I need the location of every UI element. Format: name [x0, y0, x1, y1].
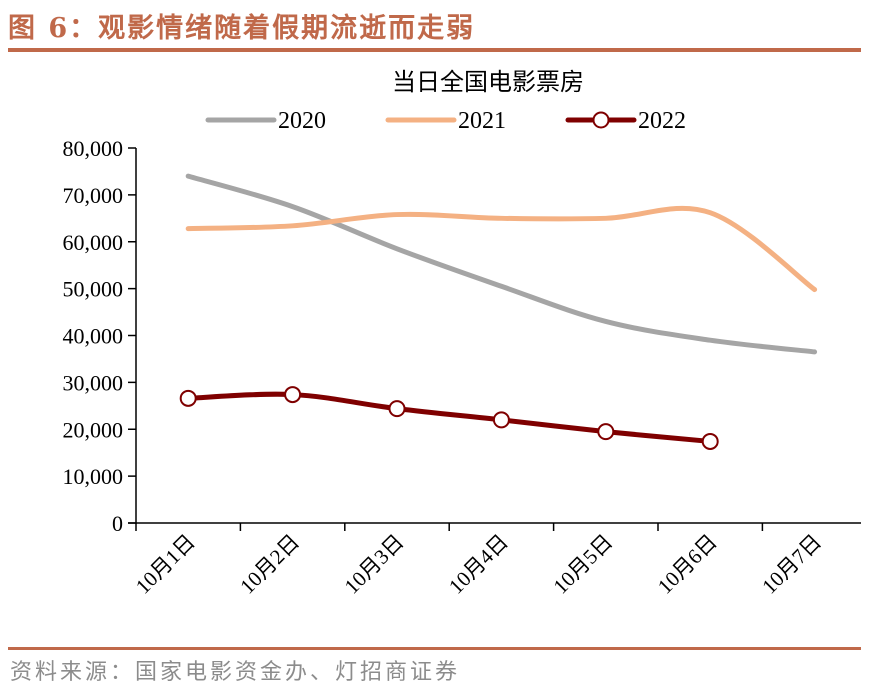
data-point-2022 — [284, 386, 302, 404]
y-tick-label: 20,000 — [63, 417, 124, 442]
series-line-2020 — [185, 173, 818, 355]
x-tick-label: 10月2日 — [235, 530, 304, 599]
series-line-2022 — [185, 391, 713, 444]
data-point-2022 — [492, 411, 510, 429]
y-tick-label: 60,000 — [63, 230, 124, 255]
source-note: 资料来源：国家电影资金办、灯招商证券 — [10, 660, 461, 685]
y-tick-label: 30,000 — [63, 370, 124, 395]
source-divider — [8, 647, 861, 650]
title-divider — [8, 48, 861, 52]
data-point-2022 — [597, 423, 615, 441]
legend-item-2020: 2020 — [205, 108, 326, 134]
legend-label-2021: 2021 — [458, 108, 506, 134]
chart-title: 当日全国电影票房 — [392, 68, 584, 96]
x-tick-label: 10月4日 — [444, 530, 513, 599]
data-point-2022 — [179, 389, 197, 407]
x-tick-label: 10月7日 — [757, 530, 826, 599]
y-tick-label: 50,000 — [63, 277, 124, 302]
legend-marker-2022 — [592, 111, 610, 129]
x-tick-label: 10月1日 — [131, 530, 200, 599]
y-tick-label: 0 — [112, 511, 123, 536]
legend-label-2022: 2022 — [638, 108, 686, 134]
y-tick-label: 10,000 — [63, 464, 124, 489]
series-2022 — [179, 386, 719, 450]
x-tick-label: 10月5日 — [548, 530, 617, 599]
y-tick-label: 40,000 — [63, 324, 124, 349]
legend-item-2022: 2022 — [565, 108, 686, 134]
x-tick-label: 10月6日 — [653, 530, 722, 599]
series-2020 — [185, 173, 818, 355]
legend: 2020 2021 2022 — [205, 108, 686, 134]
x-tick-label: 10月3日 — [340, 530, 409, 599]
figure-title: 图 6：观影情绪随着假期流逝而走弱 — [8, 13, 476, 44]
series-line-2021 — [185, 205, 818, 293]
y-tick-label: 70,000 — [63, 183, 124, 208]
series-2021 — [185, 205, 818, 293]
data-point-2022 — [388, 400, 406, 418]
series-layer — [179, 173, 818, 450]
data-point-2022 — [701, 432, 719, 450]
legend-label-2020: 2020 — [278, 108, 326, 134]
axes: 0 10,000 20,000 30,000 40,000 50,000 60,000 70,… — [63, 136, 861, 599]
legend-item-2021: 2021 — [385, 108, 506, 134]
y-tick-label: 80,000 — [63, 136, 124, 161]
